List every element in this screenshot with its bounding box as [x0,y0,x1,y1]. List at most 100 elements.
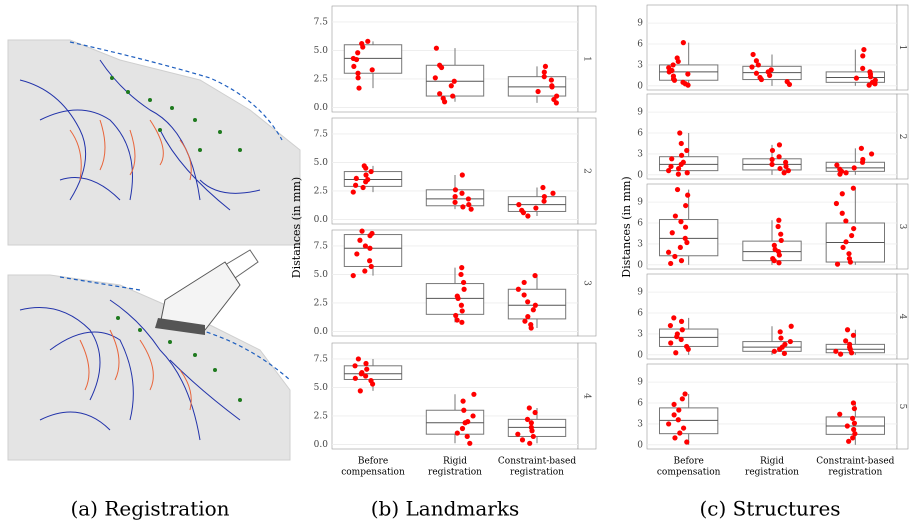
data-point [367,258,373,264]
data-point [450,93,456,99]
data-point [535,88,541,95]
data-point [679,396,685,402]
data-point [860,65,866,72]
box [825,343,886,354]
data-point [866,82,872,88]
data-point [448,83,454,89]
box [343,365,403,380]
y-tick-label: 2.5 [314,411,329,421]
data-point [859,159,866,165]
data-point [362,268,368,274]
box [343,171,403,187]
data-point [354,251,360,257]
data-point [777,346,783,352]
y-tick-label: 3 [637,329,643,339]
data-point [528,420,534,426]
data-point [458,271,464,278]
facet-label: 2 [582,168,592,174]
y-tick-label: 9 [637,378,643,388]
y-axis-label: Distances (in mm) [620,176,633,277]
facet-label: 5 [897,404,907,410]
data-point [683,202,689,209]
data-point [781,170,787,176]
data-point [843,338,849,344]
data-point [671,315,677,321]
y-axis-label: Distances (in mm) [290,177,303,278]
data-point [360,44,366,50]
data-point [668,163,674,170]
facet-strip [577,117,597,225]
data-point [515,431,521,437]
data-point [684,147,690,154]
data-point [522,318,528,324]
data-point [850,435,856,441]
data-point [758,76,765,83]
data-point [785,168,791,174]
data-point [849,232,855,239]
data-point [516,202,522,208]
data-point [351,63,357,70]
data-point [676,407,682,413]
data-point [363,360,369,367]
x-tick-label: registration [745,468,799,478]
data-point [837,351,844,357]
data-point [363,172,369,178]
data-point [459,265,465,271]
data-point [672,253,678,260]
x-tick-label: Rigid [443,457,467,467]
data-point [520,210,527,216]
data-point [454,317,460,323]
ultrasound-probe [155,249,259,335]
data-point [433,45,439,51]
data-point [678,140,684,147]
data-point [776,252,782,258]
data-point [527,440,533,446]
data-point [843,239,849,245]
data-point [776,260,782,266]
data-point [852,431,858,437]
data-point [541,74,547,80]
data-point [833,348,839,354]
data-point [685,346,691,352]
data-point [671,401,677,408]
data-point [459,319,465,325]
data-point [669,230,675,236]
x-tick-label: registration [828,468,882,478]
data-point [451,78,457,84]
data-point [369,67,375,73]
data-point [682,235,688,241]
data-point [364,366,370,372]
data-point [675,171,681,177]
data-point [357,388,363,394]
data-point [839,210,845,216]
data-point [541,198,547,204]
data-point [452,187,459,193]
data-point [778,231,784,237]
y-tick-label: 6 [637,129,643,139]
data-point [466,202,472,208]
data-point [777,329,783,335]
y-tick-label: 2.5 [314,74,329,84]
data-point [846,251,852,257]
facet-label: 1 [897,45,907,51]
x-tick-label: Rigid [760,457,784,467]
data-point [668,340,674,346]
data-point [787,338,793,345]
data-point [356,85,362,91]
data-point [678,318,685,324]
data-point [679,327,685,333]
data-point [533,205,539,211]
y-tick-label: 2.5 [314,298,329,308]
y-tick-label: 6 [637,219,643,229]
data-point [776,217,782,223]
data-point [685,71,691,77]
y-tick-label: 6 [637,399,643,409]
data-point [858,145,864,151]
data-point [674,334,680,340]
data-point [783,163,789,170]
data-point [684,170,690,176]
data-point [524,416,531,422]
data-point [355,70,361,76]
